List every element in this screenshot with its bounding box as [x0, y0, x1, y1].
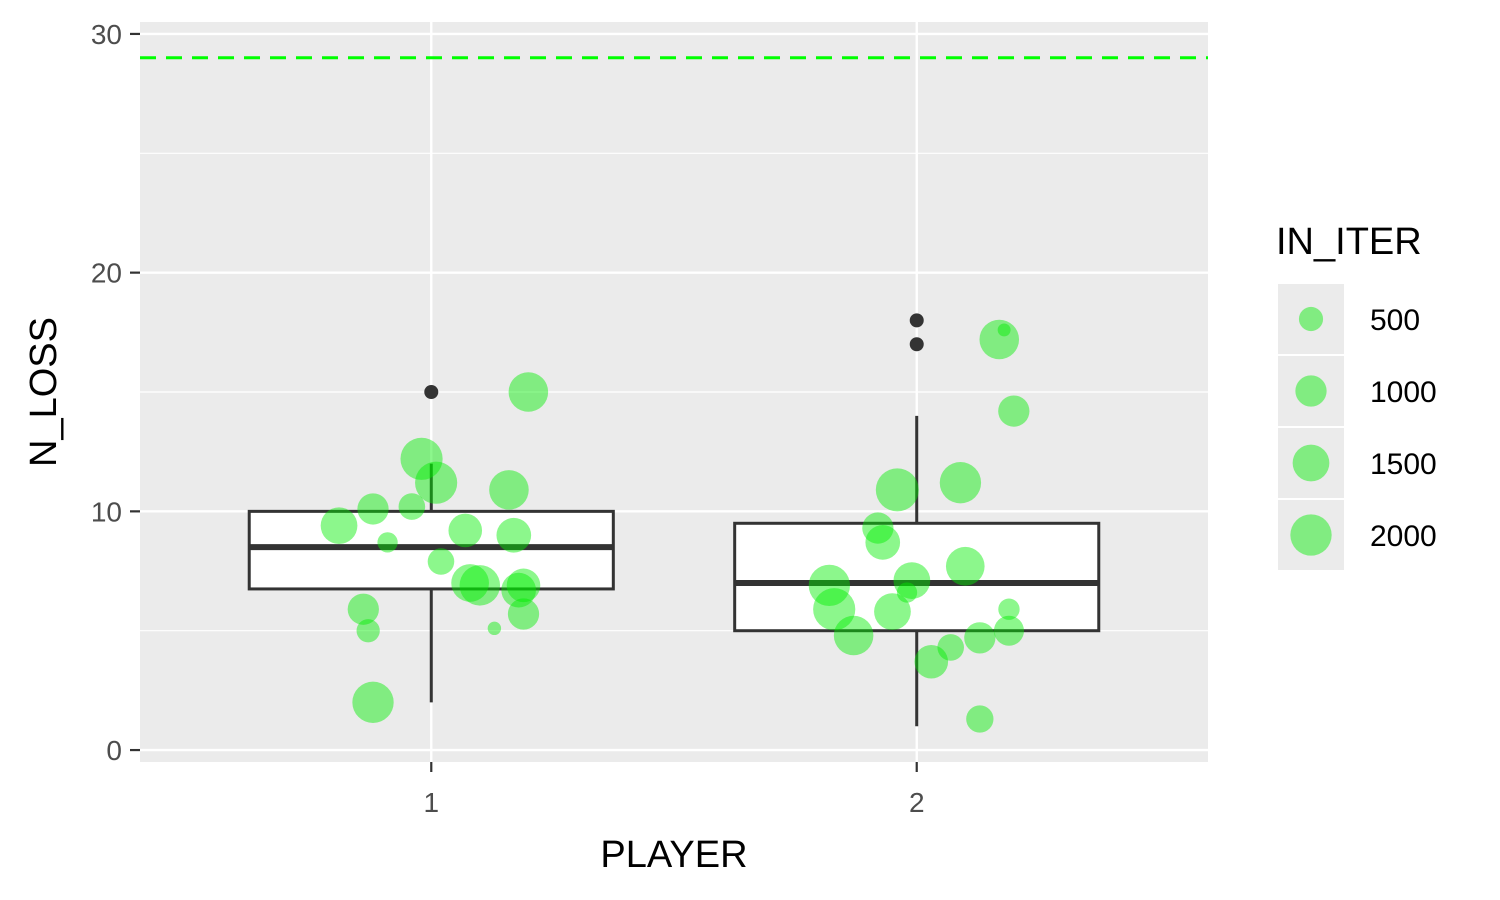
x-tick-label: 2	[909, 787, 925, 818]
legend-label: 2000	[1370, 520, 1437, 553]
data-bubble	[966, 705, 993, 732]
x-axis-title: PLAYER	[600, 834, 747, 876]
box-outlier	[424, 385, 438, 399]
data-bubble	[357, 493, 388, 524]
legend-label: 1000	[1370, 376, 1437, 409]
y-tick-label: 0	[106, 735, 122, 766]
legend-key-bubble	[1290, 514, 1331, 555]
data-bubble	[994, 616, 1024, 646]
data-bubble	[509, 372, 549, 412]
data-bubble	[415, 462, 457, 504]
data-bubble	[357, 619, 380, 642]
y-axis-title: N_LOSS	[23, 317, 65, 467]
data-bubble	[998, 323, 1011, 336]
data-bubble	[496, 518, 531, 553]
legend-key-bubble	[1295, 375, 1326, 406]
box-outlier	[910, 337, 924, 351]
data-bubble	[352, 682, 393, 723]
legend: IN_ITER 500 1000 1500 2000	[1276, 221, 1437, 570]
y-tick-label: 30	[91, 19, 122, 50]
data-bubble	[834, 616, 874, 656]
data-bubble	[940, 462, 981, 503]
data-bubble	[894, 562, 931, 599]
data-bubble	[321, 507, 358, 544]
y-tick-label: 20	[91, 258, 122, 289]
data-bubble	[876, 468, 919, 511]
data-bubble	[448, 514, 482, 548]
data-bubble	[946, 547, 985, 586]
legend-label: 500	[1370, 304, 1420, 337]
y-axis: 0 10 20 30	[91, 19, 140, 766]
box-outlier	[910, 313, 924, 327]
legend-key-bubble	[1293, 445, 1330, 482]
data-bubble	[488, 622, 501, 635]
data-bubble	[489, 470, 529, 510]
data-bubble	[937, 634, 964, 661]
data-bubble	[377, 532, 397, 552]
data-bubble	[998, 395, 1029, 426]
data-bubble	[865, 525, 900, 560]
data-bubble	[508, 598, 539, 629]
y-tick-label: 10	[91, 496, 122, 527]
data-bubble	[979, 320, 1019, 360]
data-bubble	[428, 548, 455, 575]
legend-title: IN_ITER	[1276, 221, 1422, 263]
data-bubble	[460, 565, 500, 605]
legend-key-bubble	[1299, 307, 1323, 331]
data-bubble	[507, 569, 541, 603]
x-tick-label: 1	[423, 787, 439, 818]
legend-label: 1500	[1370, 448, 1437, 481]
data-bubble	[964, 622, 995, 653]
